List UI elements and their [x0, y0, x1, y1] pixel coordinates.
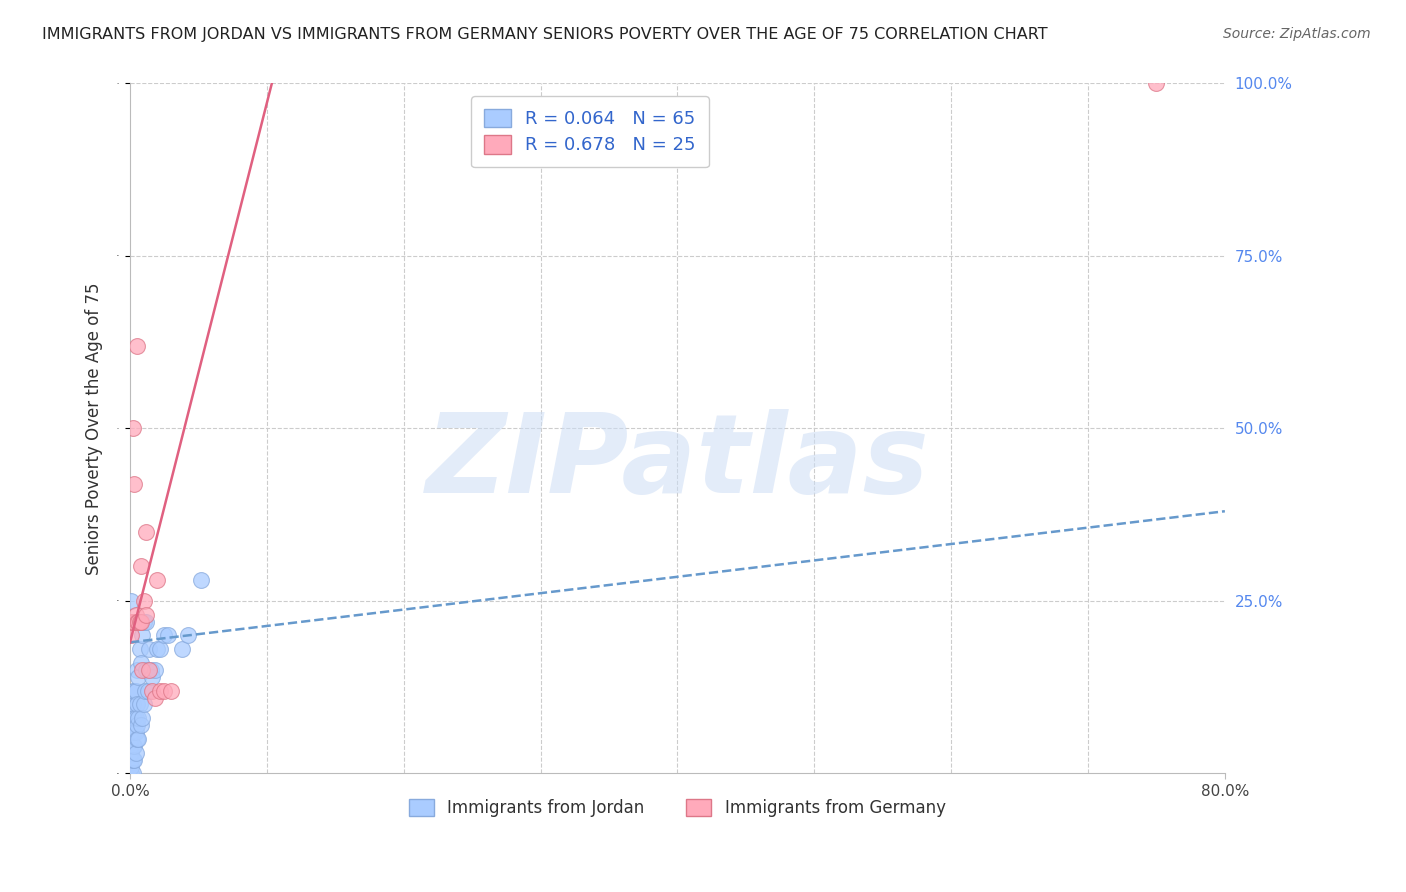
Point	[135, 607, 157, 622]
Point	[122, 711, 145, 725]
Point	[120, 746, 142, 760]
Point	[125, 615, 148, 629]
Point	[125, 698, 148, 712]
Point	[122, 725, 145, 739]
Point	[128, 615, 150, 629]
Point	[131, 663, 153, 677]
Point	[120, 628, 142, 642]
Point	[127, 615, 149, 629]
Point	[129, 656, 152, 670]
Point	[149, 642, 172, 657]
Point	[122, 476, 145, 491]
Point	[190, 573, 212, 587]
Point	[121, 753, 143, 767]
Text: Source: ZipAtlas.com: Source: ZipAtlas.com	[1223, 27, 1371, 41]
Point	[122, 683, 145, 698]
Point	[128, 642, 150, 657]
Point	[125, 615, 148, 629]
Point	[121, 766, 143, 780]
Point	[128, 615, 150, 629]
Point	[121, 698, 143, 712]
Point	[120, 725, 142, 739]
Point	[135, 615, 157, 629]
Point	[139, 663, 162, 677]
Point	[125, 731, 148, 746]
Text: ZIPatlas: ZIPatlas	[426, 409, 929, 516]
Point	[122, 615, 145, 629]
Point	[125, 718, 148, 732]
Point	[120, 753, 142, 767]
Point	[122, 615, 145, 629]
Point	[121, 711, 143, 725]
Point	[134, 683, 156, 698]
Point	[131, 711, 153, 725]
Point	[122, 753, 145, 767]
Point	[121, 683, 143, 698]
Y-axis label: Seniors Poverty Over the Age of 75: Seniors Poverty Over the Age of 75	[86, 282, 103, 574]
Point	[127, 711, 149, 725]
Point	[146, 573, 169, 587]
Text: IMMIGRANTS FROM JORDAN VS IMMIGRANTS FROM GERMANY SENIORS POVERTY OVER THE AGE O: IMMIGRANTS FROM JORDAN VS IMMIGRANTS FRO…	[42, 27, 1047, 42]
Point	[138, 663, 160, 677]
Point	[160, 683, 183, 698]
Point	[125, 663, 148, 677]
Point	[141, 683, 163, 698]
Point	[128, 615, 150, 629]
Point	[121, 739, 143, 753]
Point	[135, 663, 157, 677]
Point	[149, 683, 172, 698]
Point	[120, 718, 142, 732]
Point	[135, 524, 157, 539]
Point	[138, 642, 160, 657]
Point	[120, 594, 142, 608]
Point	[120, 739, 142, 753]
Point	[132, 615, 155, 629]
Point	[120, 759, 142, 773]
Point	[124, 711, 146, 725]
Point	[136, 683, 159, 698]
Point	[124, 746, 146, 760]
Point	[132, 594, 155, 608]
Point	[153, 628, 176, 642]
Point	[121, 615, 143, 629]
Point	[143, 663, 166, 677]
Point	[124, 607, 146, 622]
Point	[127, 615, 149, 629]
Point	[124, 725, 146, 739]
Point	[121, 615, 143, 629]
Point	[122, 739, 145, 753]
Point	[176, 628, 198, 642]
Point	[121, 421, 143, 435]
Point	[121, 725, 143, 739]
Point	[157, 628, 180, 642]
Point	[120, 711, 142, 725]
Point	[129, 718, 152, 732]
Point	[129, 615, 152, 629]
Point	[124, 683, 146, 698]
Point	[129, 615, 152, 629]
Legend: Immigrants from Jordan, Immigrants from Germany: Immigrants from Jordan, Immigrants from …	[402, 792, 952, 823]
Point	[127, 670, 149, 684]
Point	[132, 698, 155, 712]
Point	[170, 642, 193, 657]
Point	[153, 683, 176, 698]
Point	[146, 642, 169, 657]
Point	[120, 615, 142, 629]
Point	[131, 628, 153, 642]
Point	[143, 690, 166, 705]
Point	[127, 731, 149, 746]
Point	[120, 698, 142, 712]
Point	[120, 731, 142, 746]
Point	[141, 670, 163, 684]
Point	[129, 559, 152, 574]
Point	[128, 698, 150, 712]
Point	[120, 766, 142, 780]
Point	[124, 615, 146, 629]
Point	[1144, 77, 1167, 91]
Point	[125, 338, 148, 352]
